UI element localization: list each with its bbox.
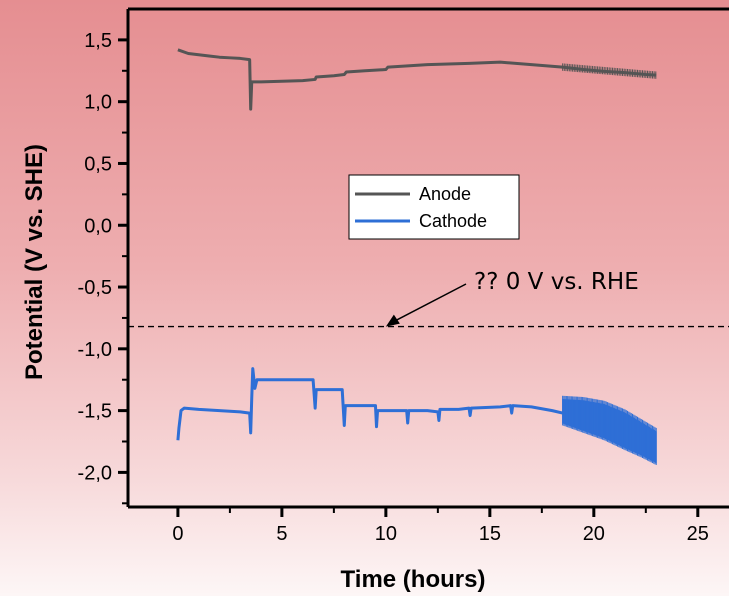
y-tick-label: -2,0: [78, 462, 112, 484]
legend-box: [348, 174, 520, 240]
ticks-layer: 0 5 10 15 20 25 1,5 1,0 0,5 0,0 -0,5 -1,0 -1,5 -2,0: [78, 30, 709, 545]
y-tick-label: -1,5: [78, 401, 112, 423]
x-tick-label: 25: [687, 523, 709, 545]
annotation-arrow-head: [385, 314, 400, 327]
annotation-arrow-shaft: [389, 283, 467, 325]
x-tick-label: 15: [479, 523, 501, 545]
x-axis-title: Time (hours): [341, 566, 486, 593]
annotation-text: ?? 0 V vs. RHE: [474, 269, 639, 295]
plot-frame: [126, 7, 729, 509]
y-tick-label: 1,0: [84, 92, 112, 114]
series-layer: [176, 48, 657, 465]
x-tick-label: 10: [375, 523, 397, 545]
cathode-series-line: [176, 367, 563, 441]
y-tick-label: 0,0: [84, 215, 112, 237]
y-tick-label: 0,5: [84, 153, 112, 175]
annotation: ?? 0 V vs. RHE: [385, 269, 639, 327]
legend-label-anode: Anode: [419, 184, 471, 204]
x-tick-label: 5: [276, 523, 287, 545]
x-tick-label: 0: [172, 523, 183, 545]
y-tick-label: -1,0: [78, 339, 112, 361]
y-tick-label: 1,5: [84, 30, 112, 52]
legend-label-cathode: Cathode: [419, 211, 487, 231]
y-axis-title: Potential (V vs. SHE): [21, 144, 48, 380]
x-tick-label: 20: [583, 523, 605, 545]
legend: Anode Cathode: [348, 174, 520, 240]
y-tick-label: -0,5: [78, 277, 112, 299]
cathode-noise-strokes: [562, 395, 657, 465]
anode-series-line: [177, 48, 657, 111]
anode-noise-strokes: [562, 63, 657, 79]
